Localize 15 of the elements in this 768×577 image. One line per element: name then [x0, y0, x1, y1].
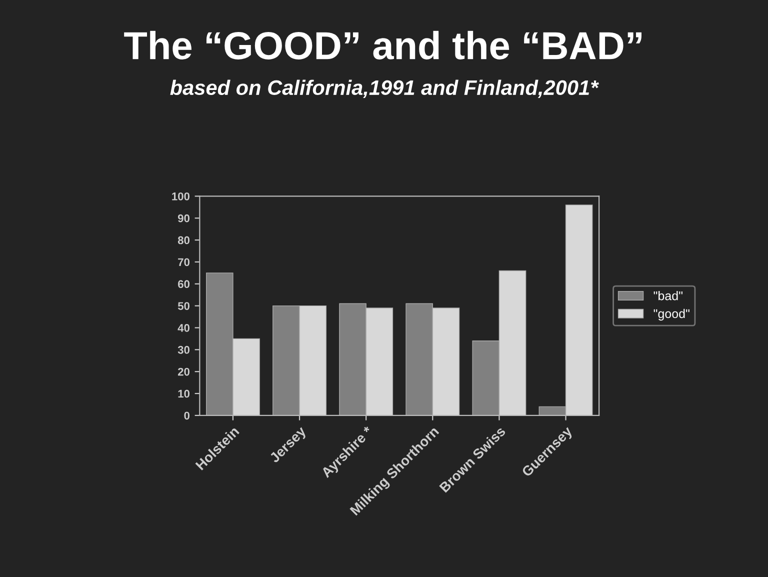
y-tick-label: 20	[178, 368, 190, 376]
y-tick-label: 50	[178, 302, 190, 310]
y-tick-label: 100	[172, 192, 190, 200]
y-tick-label: 80	[178, 236, 190, 244]
chart-title: The “GOOD” and the “BAD”	[124, 30, 642, 60]
y-tick-label: 60	[178, 280, 190, 288]
y-tick-label: 90	[178, 214, 190, 222]
y-tick-label: 70	[178, 258, 190, 266]
legend-label: "good"	[654, 308, 690, 321]
legend-label: "bad"	[654, 291, 682, 300]
y-tick-label: 40	[178, 324, 190, 332]
chart-subtitle: based on California,1991 and Finland,2001*	[170, 80, 600, 98]
y-tick-label: 30	[178, 346, 190, 354]
y-tick-label: 0	[184, 412, 190, 420]
y-tick-label: 10	[178, 390, 190, 398]
